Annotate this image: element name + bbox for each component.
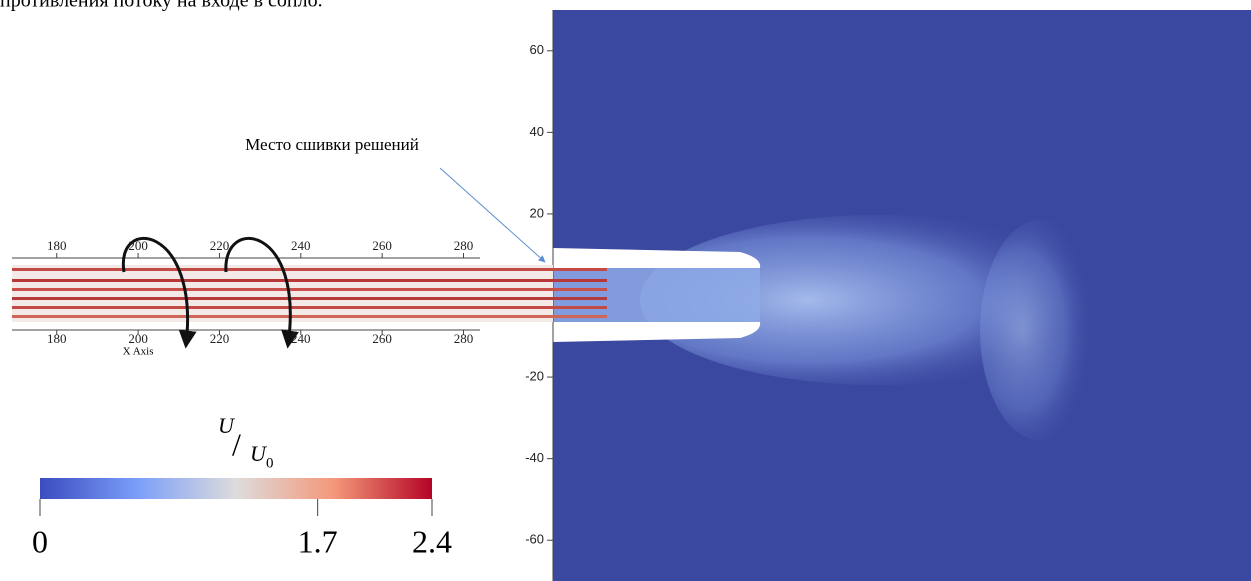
x-tick-label: 220 bbox=[210, 238, 230, 253]
figure: противления потоку на входе в сопло. Мес… bbox=[0, 0, 1251, 581]
x-tick-label: 180 bbox=[47, 331, 67, 346]
x-tick-label: 180 bbox=[47, 238, 67, 253]
stripe bbox=[12, 306, 607, 309]
strip-bg bbox=[12, 265, 553, 322]
y-tick-label: 60 bbox=[530, 42, 544, 57]
colorbar-tick-label: 1.7 bbox=[298, 523, 338, 559]
stripe bbox=[12, 315, 607, 318]
y-tick-label: 20 bbox=[530, 205, 544, 220]
nozzle-flow bbox=[553, 268, 760, 322]
label-subscript: 0 bbox=[266, 455, 274, 471]
jet-plume-tail bbox=[980, 220, 1100, 440]
stripe bbox=[12, 268, 607, 271]
x-tick-label: 260 bbox=[372, 238, 392, 253]
annotation: Место сшивки решений bbox=[245, 135, 419, 154]
label-slash: / bbox=[232, 426, 241, 462]
colorbar-tick-label: 0 bbox=[32, 523, 48, 559]
x-tick-label: 280 bbox=[454, 238, 474, 253]
stripe bbox=[12, 279, 607, 282]
colorbar-tick-label: 2.4 bbox=[412, 523, 452, 559]
stripe bbox=[12, 288, 607, 291]
x-tick-label: 240 bbox=[291, 331, 311, 346]
x-tick-label: 200 bbox=[128, 238, 148, 253]
y-tick-label: -60 bbox=[525, 532, 544, 547]
colorbar-label: U / U 0 bbox=[218, 413, 274, 471]
y-tick-label: -40 bbox=[525, 450, 544, 465]
caption-fragment: противления потоку на входе в сопло. bbox=[0, 0, 323, 12]
x-tick-label: 220 bbox=[210, 331, 230, 346]
stripe bbox=[12, 297, 607, 300]
x-tick-label: 200 bbox=[128, 331, 148, 346]
x-tick-label: 280 bbox=[454, 331, 474, 346]
colorbar bbox=[40, 478, 432, 499]
x-tick-label: 260 bbox=[372, 331, 392, 346]
y-tick-label: -20 bbox=[525, 369, 544, 384]
y-tick-label: 40 bbox=[530, 124, 544, 139]
x-tick-label: 240 bbox=[291, 238, 311, 253]
x-axis-label: X Axis bbox=[123, 346, 154, 358]
inlet-strip bbox=[12, 265, 607, 322]
